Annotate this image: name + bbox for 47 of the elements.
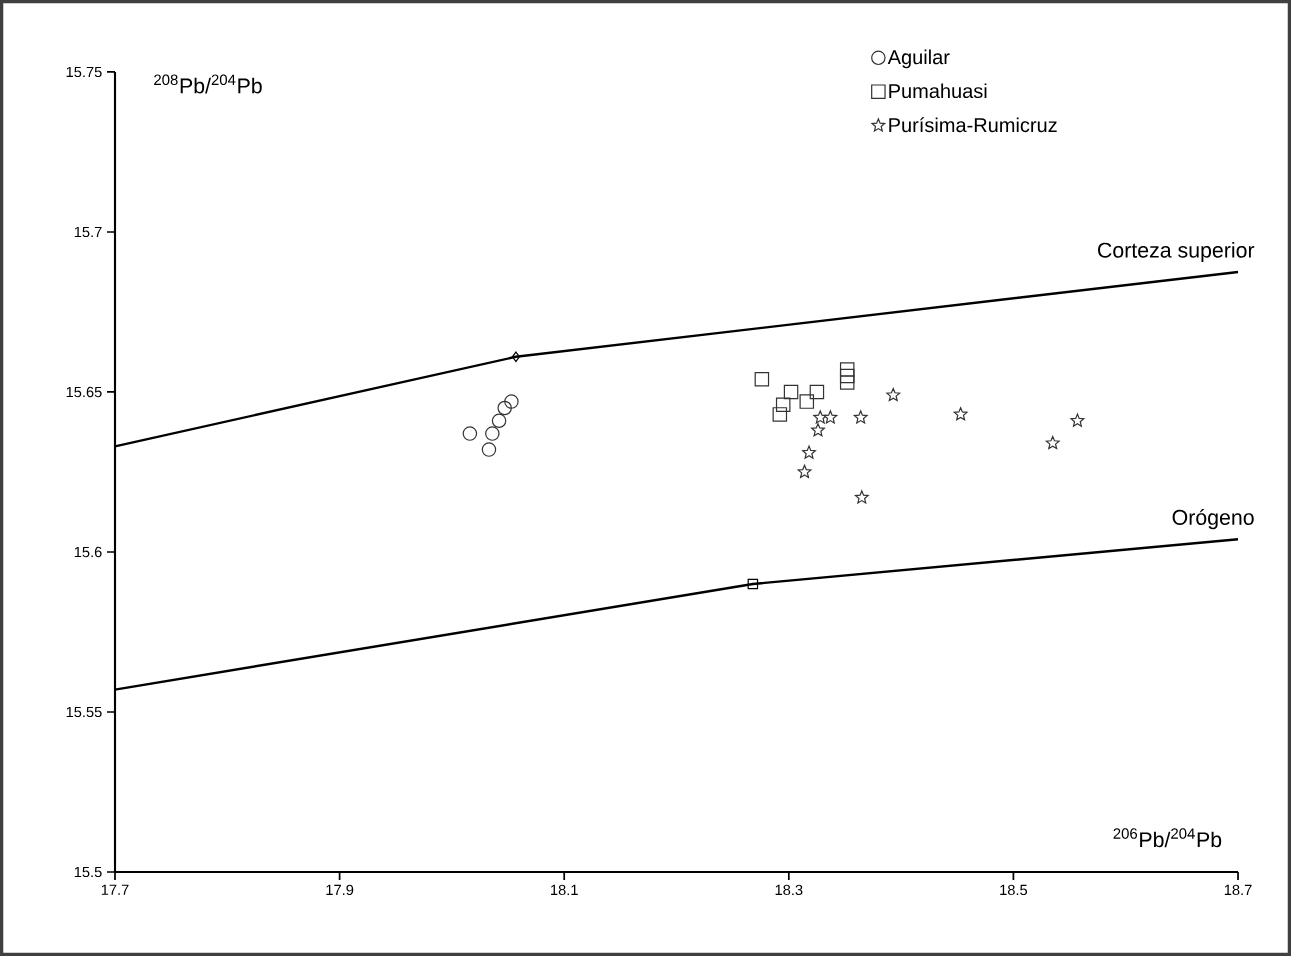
point — [823, 410, 838, 424]
x-axis-title: $^{206}$Pb/$^{204}$Pb — [1113, 828, 1222, 848]
point — [853, 410, 868, 424]
series-label: Corteza superior — [1098, 242, 1255, 262]
y-tick-label: 15.7 — [74, 226, 102, 238]
point — [481, 442, 497, 457]
legend-label: Purísima-Rumicruz — [889, 117, 1057, 133]
point — [953, 407, 968, 421]
point — [797, 464, 812, 478]
point — [491, 413, 507, 429]
point — [811, 423, 825, 437]
x-tick-label: 17.7 — [101, 884, 129, 895]
point — [839, 375, 855, 390]
y-axis-title: $^{208}$Pb/$^{204}$Pb — [154, 74, 262, 94]
legend-label: Aguilar — [887, 49, 950, 69]
x-tick-label: 18.3 — [775, 884, 803, 896]
point — [783, 384, 799, 400]
legend-label: Pumahuasi — [889, 83, 987, 99]
point — [772, 407, 788, 422]
point — [799, 394, 815, 409]
series-label: Orógeno — [1172, 509, 1254, 530]
point — [775, 397, 791, 413]
x-tick-label: 18.5 — [1000, 884, 1028, 896]
point — [1045, 435, 1060, 450]
point — [754, 371, 770, 387]
point — [485, 426, 500, 441]
point — [504, 394, 519, 409]
point — [1070, 413, 1085, 427]
y-tick-label: 15.6 — [74, 546, 102, 558]
point — [854, 490, 869, 504]
point — [813, 410, 828, 424]
x-tick-label: 18.7 — [1224, 884, 1252, 896]
point — [747, 578, 759, 590]
point — [886, 387, 901, 402]
x-tick-label: 17.9 — [326, 884, 354, 896]
point — [839, 368, 855, 384]
x-tick-label: 18.1 — [551, 884, 578, 896]
point — [497, 400, 512, 416]
y-tick-label: 15.65 — [66, 386, 102, 398]
point — [809, 384, 825, 400]
point — [839, 362, 855, 377]
point — [802, 445, 816, 459]
y-tick-label: 15.5 — [74, 866, 102, 878]
point — [511, 351, 521, 363]
point — [462, 426, 478, 441]
y-tick-label: 15.55 — [66, 706, 102, 718]
y-tick-label: 15.75 — [66, 66, 102, 78]
